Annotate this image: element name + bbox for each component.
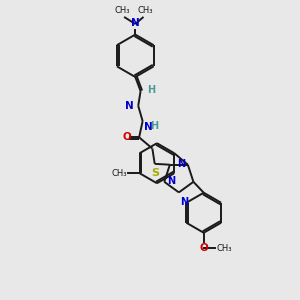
Text: S: S bbox=[151, 168, 159, 178]
Text: N: N bbox=[167, 176, 176, 186]
Text: O: O bbox=[122, 132, 131, 142]
Text: H: H bbox=[150, 122, 158, 131]
Text: CH₃: CH₃ bbox=[137, 6, 153, 15]
Text: CH₃: CH₃ bbox=[115, 6, 130, 15]
Text: N: N bbox=[181, 196, 189, 206]
Text: N: N bbox=[125, 101, 134, 111]
Text: N: N bbox=[131, 17, 140, 28]
Text: O: O bbox=[199, 243, 208, 254]
Text: CH₃: CH₃ bbox=[216, 244, 232, 253]
Text: N: N bbox=[177, 158, 185, 169]
Text: H: H bbox=[147, 85, 155, 95]
Text: CH₃: CH₃ bbox=[112, 169, 127, 178]
Text: N: N bbox=[144, 122, 153, 132]
